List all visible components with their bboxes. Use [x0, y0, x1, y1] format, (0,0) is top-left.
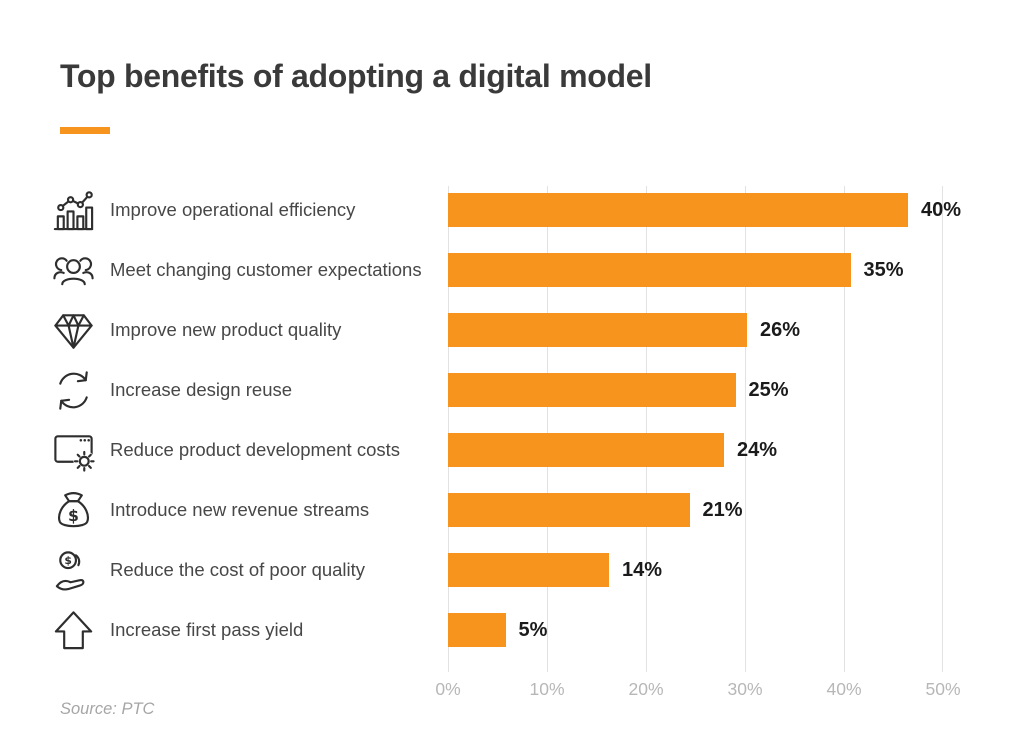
- page-title: Top benefits of adopting a digital model: [60, 58, 652, 94]
- source-note: Source: PTC: [60, 700, 155, 718]
- x-axis-tick-label: 10%: [529, 679, 565, 699]
- bar-value-label: 40%: [921, 198, 962, 221]
- x-axis-tick-label: 40%: [826, 679, 862, 699]
- bar-value-label: 24%: [737, 438, 778, 461]
- category-label: Increase design reuse: [110, 379, 293, 400]
- money-bag-icon: $: [47, 484, 99, 536]
- bar-value-label: 25%: [748, 378, 789, 401]
- gridline: [844, 186, 845, 672]
- gridline: [547, 186, 548, 672]
- growth-chart-icon: [47, 184, 99, 236]
- category-label: Meet changing customer expectations: [110, 259, 422, 280]
- bar: [448, 373, 736, 407]
- bar: [448, 553, 609, 587]
- bar: [448, 313, 747, 347]
- list-item: $ Reduce the cost of poor quality: [0, 540, 448, 600]
- category-label: Reduce the cost of poor quality: [110, 559, 366, 580]
- list-item: Meet changing customer expectations: [0, 240, 448, 300]
- list-item: Increase first pass yield: [0, 600, 448, 660]
- coin-in-hand-icon: $: [47, 544, 99, 596]
- bar: [448, 493, 690, 527]
- bar: [448, 253, 851, 287]
- list-item: Increase design reuse: [0, 360, 448, 420]
- chart-plot-area: 40% 35% 26% 25% 24% 21% 14% 5%: [448, 186, 961, 672]
- bar: [448, 613, 506, 647]
- list-item: $ Introduce new revenue streams: [0, 480, 448, 540]
- bar-value-label: 14%: [622, 558, 663, 581]
- reuse-arrows-icon: [47, 364, 99, 416]
- list-item: Improve new product quality: [0, 300, 448, 360]
- category-label: Improve operational efficiency: [110, 199, 356, 220]
- window-gear-icon: [47, 424, 99, 476]
- x-axis-tick-label: 20%: [628, 679, 664, 699]
- customers-group-icon: [47, 244, 99, 296]
- category-label: Reduce product development costs: [110, 439, 401, 460]
- svg-text:$: $: [64, 554, 72, 567]
- category-label: Introduce new revenue streams: [110, 499, 370, 520]
- arrow-up-icon: [47, 604, 99, 656]
- gridline: [646, 186, 647, 672]
- x-axis-tick-label: 30%: [727, 679, 763, 699]
- category-label: Increase first pass yield: [110, 619, 304, 640]
- bar-value-label: 26%: [760, 318, 801, 341]
- list-item: Reduce product development costs: [0, 420, 448, 480]
- x-axis: 0% 10% 20% 30% 40% 50%: [435, 679, 960, 703]
- category-label: Improve new product quality: [110, 319, 342, 340]
- diamond-icon: [47, 304, 99, 356]
- svg-text:$: $: [68, 505, 79, 524]
- bar-value-label: 35%: [863, 258, 904, 281]
- gridline: [448, 186, 449, 672]
- bar: [448, 433, 724, 467]
- category-list: Improve operational efficiency Meet chan…: [0, 180, 448, 660]
- bar-value-label: 21%: [702, 498, 743, 521]
- x-axis-tick-label: 50%: [925, 679, 961, 699]
- title-accent-bar: [60, 127, 110, 134]
- x-axis-tick-label: 0%: [435, 679, 461, 699]
- gridline: [745, 186, 746, 672]
- list-item: Improve operational efficiency: [0, 180, 448, 240]
- gridline: [942, 186, 943, 672]
- bar: [448, 193, 908, 227]
- bar-value-label: 5%: [518, 618, 548, 641]
